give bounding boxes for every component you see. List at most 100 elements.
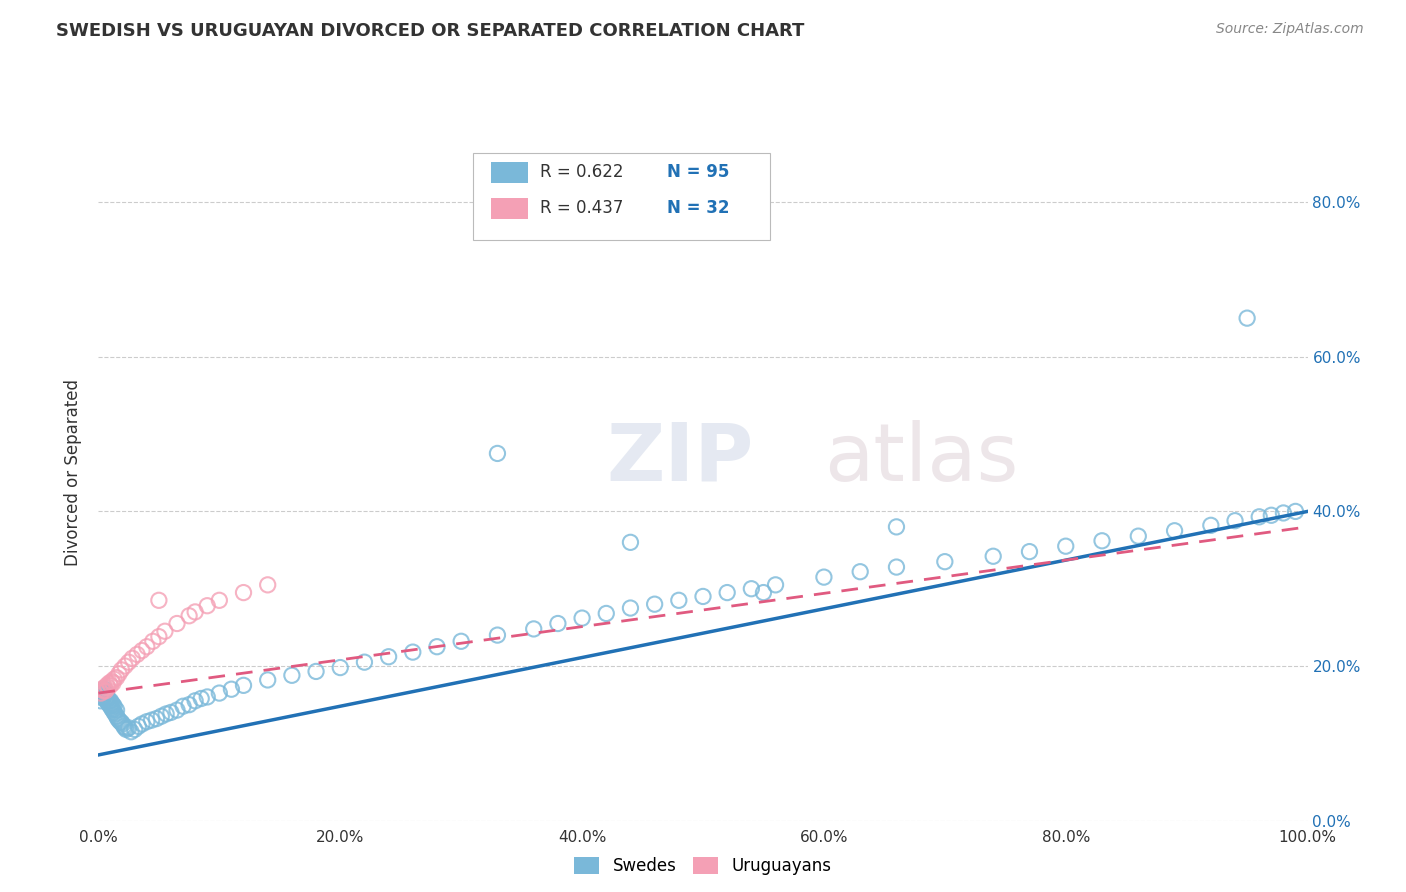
Point	[523, 622, 546, 636]
Point	[110, 715, 132, 730]
Point	[1249, 509, 1271, 524]
Point	[131, 717, 153, 731]
Point	[934, 555, 956, 569]
Point	[121, 651, 143, 665]
Point	[740, 582, 762, 596]
Point	[91, 686, 114, 700]
Point	[142, 634, 165, 648]
Point	[184, 694, 207, 708]
Point	[91, 690, 114, 704]
Point	[108, 713, 131, 727]
Point	[547, 616, 569, 631]
Text: atlas: atlas	[824, 420, 1018, 498]
Point	[107, 712, 129, 726]
Point	[1272, 506, 1295, 520]
Point	[305, 665, 328, 679]
Point	[619, 601, 641, 615]
Point	[190, 691, 212, 706]
Point	[91, 683, 114, 698]
Point	[752, 585, 775, 599]
Point	[110, 663, 132, 677]
Point	[450, 634, 472, 648]
Point	[103, 706, 125, 720]
Text: SWEDISH VS URUGUAYAN DIVORCED OR SEPARATED CORRELATION CHART: SWEDISH VS URUGUAYAN DIVORCED OR SEPARAT…	[56, 22, 804, 40]
Point	[101, 703, 124, 717]
Point	[486, 446, 509, 460]
Text: N = 32: N = 32	[666, 199, 730, 218]
Point	[1128, 529, 1150, 543]
Point	[765, 578, 787, 592]
Point	[108, 714, 131, 729]
Legend: Swedes, Uruguayans: Swedes, Uruguayans	[568, 850, 838, 882]
Point	[232, 585, 254, 599]
Point	[111, 717, 134, 731]
Point	[692, 590, 714, 604]
Point	[184, 605, 207, 619]
Point	[166, 703, 188, 717]
Point	[571, 611, 593, 625]
Point	[1236, 311, 1258, 326]
Point	[619, 535, 641, 549]
Point	[93, 681, 115, 695]
Point	[118, 655, 141, 669]
Point	[105, 671, 128, 685]
Point	[96, 678, 118, 692]
FancyBboxPatch shape	[492, 161, 527, 183]
Point	[153, 624, 176, 639]
Point	[208, 686, 231, 700]
Point	[90, 694, 112, 708]
Point	[256, 673, 278, 687]
Point	[849, 565, 872, 579]
Point	[100, 701, 122, 715]
Point	[105, 703, 128, 717]
Point	[101, 676, 124, 690]
Point	[281, 668, 304, 682]
Point	[644, 597, 666, 611]
Point	[1284, 504, 1306, 518]
Point	[93, 689, 115, 703]
Point	[90, 686, 112, 700]
Point	[172, 699, 194, 714]
Point	[195, 599, 218, 613]
Point	[329, 660, 352, 674]
Point	[131, 643, 153, 657]
Point	[114, 721, 136, 735]
Point	[141, 713, 163, 727]
Point	[101, 698, 124, 712]
Point	[208, 593, 231, 607]
Text: ZIP: ZIP	[606, 420, 754, 498]
Point	[96, 690, 118, 704]
Point	[426, 640, 449, 654]
Point	[1018, 544, 1040, 558]
Point	[108, 666, 131, 681]
Point	[1199, 518, 1222, 533]
Point	[179, 698, 201, 712]
Point	[96, 694, 118, 708]
Point	[94, 683, 117, 698]
Point	[100, 699, 122, 714]
Point	[112, 719, 135, 733]
Point	[1223, 514, 1246, 528]
Point	[148, 630, 170, 644]
Point	[135, 714, 157, 729]
Point	[124, 723, 146, 737]
Point	[100, 694, 122, 708]
Point	[103, 699, 125, 714]
Point	[160, 706, 183, 720]
Point	[150, 709, 173, 723]
Point	[94, 686, 117, 700]
Point	[91, 682, 114, 697]
Point	[353, 655, 375, 669]
Point	[402, 645, 425, 659]
Point	[813, 570, 835, 584]
Point	[100, 678, 122, 692]
Point	[94, 691, 117, 706]
FancyBboxPatch shape	[474, 153, 769, 240]
Point	[166, 616, 188, 631]
Point	[179, 608, 201, 623]
Point	[232, 678, 254, 692]
Point	[100, 674, 122, 689]
Point	[91, 691, 114, 706]
Point	[595, 607, 617, 621]
Point	[118, 721, 141, 735]
